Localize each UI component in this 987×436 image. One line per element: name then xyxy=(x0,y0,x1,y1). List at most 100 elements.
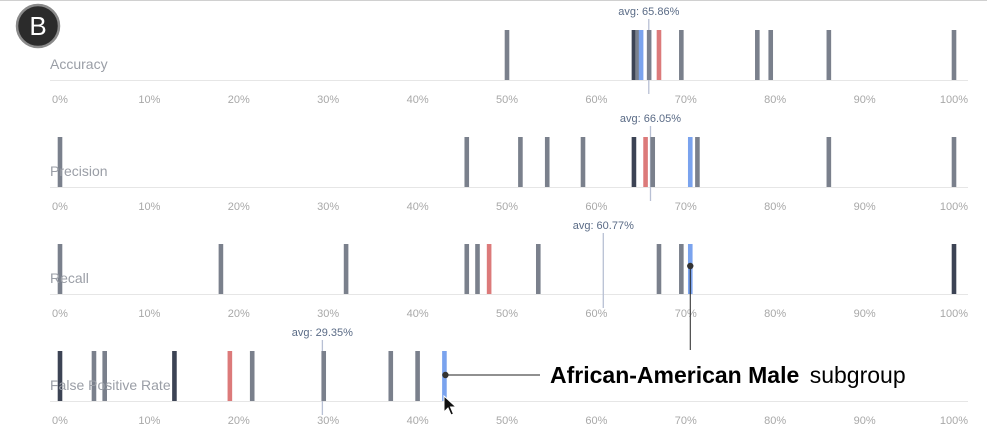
average-label: avg: 60.77% xyxy=(573,220,634,232)
subgroup-bar xyxy=(951,30,957,80)
subgroup-bar xyxy=(91,351,97,401)
subgroup-bar xyxy=(646,30,652,80)
metric-panel: 0% 10% 20% 30% 40% 50% 60% 70% 80% 90% 100% avg: 66… xyxy=(50,113,968,213)
metric-label: Accuracy xyxy=(50,56,108,72)
x-tick-label: 70% xyxy=(675,415,697,427)
subgroup-bar xyxy=(464,137,470,187)
subgroup-bar xyxy=(475,244,480,294)
x-tick-label: 70% xyxy=(675,308,697,320)
x-tick-label: 20% xyxy=(228,201,250,213)
x-tick-label: 0% xyxy=(52,308,68,320)
x-tick-label: 80% xyxy=(764,415,786,427)
subgroup-bar xyxy=(227,351,233,401)
subgroup-bar xyxy=(826,30,832,80)
subgroup-bar xyxy=(102,351,107,401)
subgroup-bar xyxy=(415,351,420,401)
x-tick-label: 10% xyxy=(138,201,160,213)
subgroup-bar xyxy=(631,137,637,187)
metric-label: False Positive Rate xyxy=(50,377,171,393)
x-tick-label: 40% xyxy=(407,308,429,320)
subgroup-bar xyxy=(951,137,957,187)
mouse-cursor-icon xyxy=(443,394,458,416)
x-tick-label: 100% xyxy=(940,94,968,106)
subgroup-bar xyxy=(951,244,957,294)
x-tick-label: 60% xyxy=(585,308,607,320)
subgroup-bar xyxy=(535,244,541,294)
metric-panels: 0% 10% 20% 30% 40% 50% 60% 70% 80% 90% 100% avg: 65… xyxy=(50,6,968,427)
x-tick-label: 80% xyxy=(764,201,786,213)
x-tick-label: 60% xyxy=(585,201,607,213)
x-tick-label: 30% xyxy=(317,308,339,320)
x-tick-label: 20% xyxy=(228,415,250,427)
subgroup-bar xyxy=(656,244,662,294)
x-tick-label: 80% xyxy=(764,94,786,106)
x-tick-label: 50% xyxy=(496,201,518,213)
x-tick-label: 0% xyxy=(52,415,68,427)
subgroup-bar xyxy=(321,351,327,401)
subgroup-name: African-American Male xyxy=(550,362,799,388)
x-tick-label: 30% xyxy=(317,201,339,213)
x-tick-label: 20% xyxy=(228,308,250,320)
subgroup-bar xyxy=(643,137,648,187)
subgroup-annotation: African-American Male subgroup xyxy=(442,262,906,388)
subgroup-bar xyxy=(388,351,394,401)
x-tick-label: 90% xyxy=(854,308,876,320)
subgroup-bar xyxy=(679,244,684,294)
metric-label: Precision xyxy=(50,163,108,179)
subgroup-suffix: subgroup xyxy=(810,362,906,388)
subgroup-bar xyxy=(755,30,760,80)
x-tick-label: 30% xyxy=(317,94,339,106)
metric-panel: 0% 10% 20% 30% 40% 50% 60% 70% 80% 90% 100% avg: 65… xyxy=(50,6,968,106)
subgroup-bar xyxy=(518,137,523,187)
x-tick-label: 90% xyxy=(854,94,876,106)
annotation-anchor-dot xyxy=(687,262,694,270)
x-tick-label: 50% xyxy=(496,94,518,106)
panel-badge-letter: B xyxy=(29,11,46,41)
subgroup-bar xyxy=(57,244,63,294)
x-tick-label: 90% xyxy=(854,415,876,427)
x-tick-label: 0% xyxy=(52,94,68,106)
panel-badge: B xyxy=(15,3,61,49)
average-label: avg: 66.05% xyxy=(620,113,681,125)
subgroup-bar xyxy=(768,30,774,80)
x-tick-label: 70% xyxy=(675,201,697,213)
x-tick-label: 100% xyxy=(940,415,968,427)
subgroup-bar xyxy=(172,351,177,401)
x-tick-label: 100% xyxy=(940,201,968,213)
annotation-anchor-dot xyxy=(442,371,449,379)
metric-panel: 0% 10% 20% 30% 40% 50% 60% 70% 80% 90% 100% avg: 60… xyxy=(50,220,968,320)
x-tick-label: 50% xyxy=(496,415,518,427)
x-tick-label: 10% xyxy=(138,94,160,106)
x-tick-label: 60% xyxy=(585,94,607,106)
subgroup-bar xyxy=(57,137,63,187)
subgroup-bar xyxy=(687,137,693,187)
x-tick-label: 20% xyxy=(228,94,250,106)
subgroup-bar xyxy=(631,30,637,80)
average-label: avg: 29.35% xyxy=(292,327,353,339)
subgroup-bar xyxy=(695,137,700,187)
x-tick-label: 10% xyxy=(138,415,160,427)
subgroup-bar xyxy=(580,137,586,187)
x-tick-label: 80% xyxy=(764,308,786,320)
metric-label: Recall xyxy=(50,270,89,286)
x-tick-label: 90% xyxy=(854,201,876,213)
x-tick-label: 100% xyxy=(940,308,968,320)
subgroup-bar xyxy=(656,30,662,80)
x-tick-label: 30% xyxy=(317,415,339,427)
x-tick-label: 60% xyxy=(585,415,607,427)
subgroup-bar xyxy=(249,351,255,401)
subgroup-bar xyxy=(544,137,550,187)
x-tick-label: 0% xyxy=(52,201,68,213)
subgroup-bar xyxy=(826,137,832,187)
x-tick-label: 40% xyxy=(407,415,429,427)
x-tick-label: 40% xyxy=(407,201,429,213)
subgroup-bar xyxy=(504,30,510,80)
subgroup-bar xyxy=(486,244,492,294)
x-tick-label: 70% xyxy=(675,94,697,106)
x-tick-label: 50% xyxy=(496,308,518,320)
subgroup-bar xyxy=(464,244,470,294)
average-label: avg: 65.86% xyxy=(618,6,679,18)
subgroup-bar xyxy=(679,30,684,80)
subgroup-bar xyxy=(635,30,640,80)
